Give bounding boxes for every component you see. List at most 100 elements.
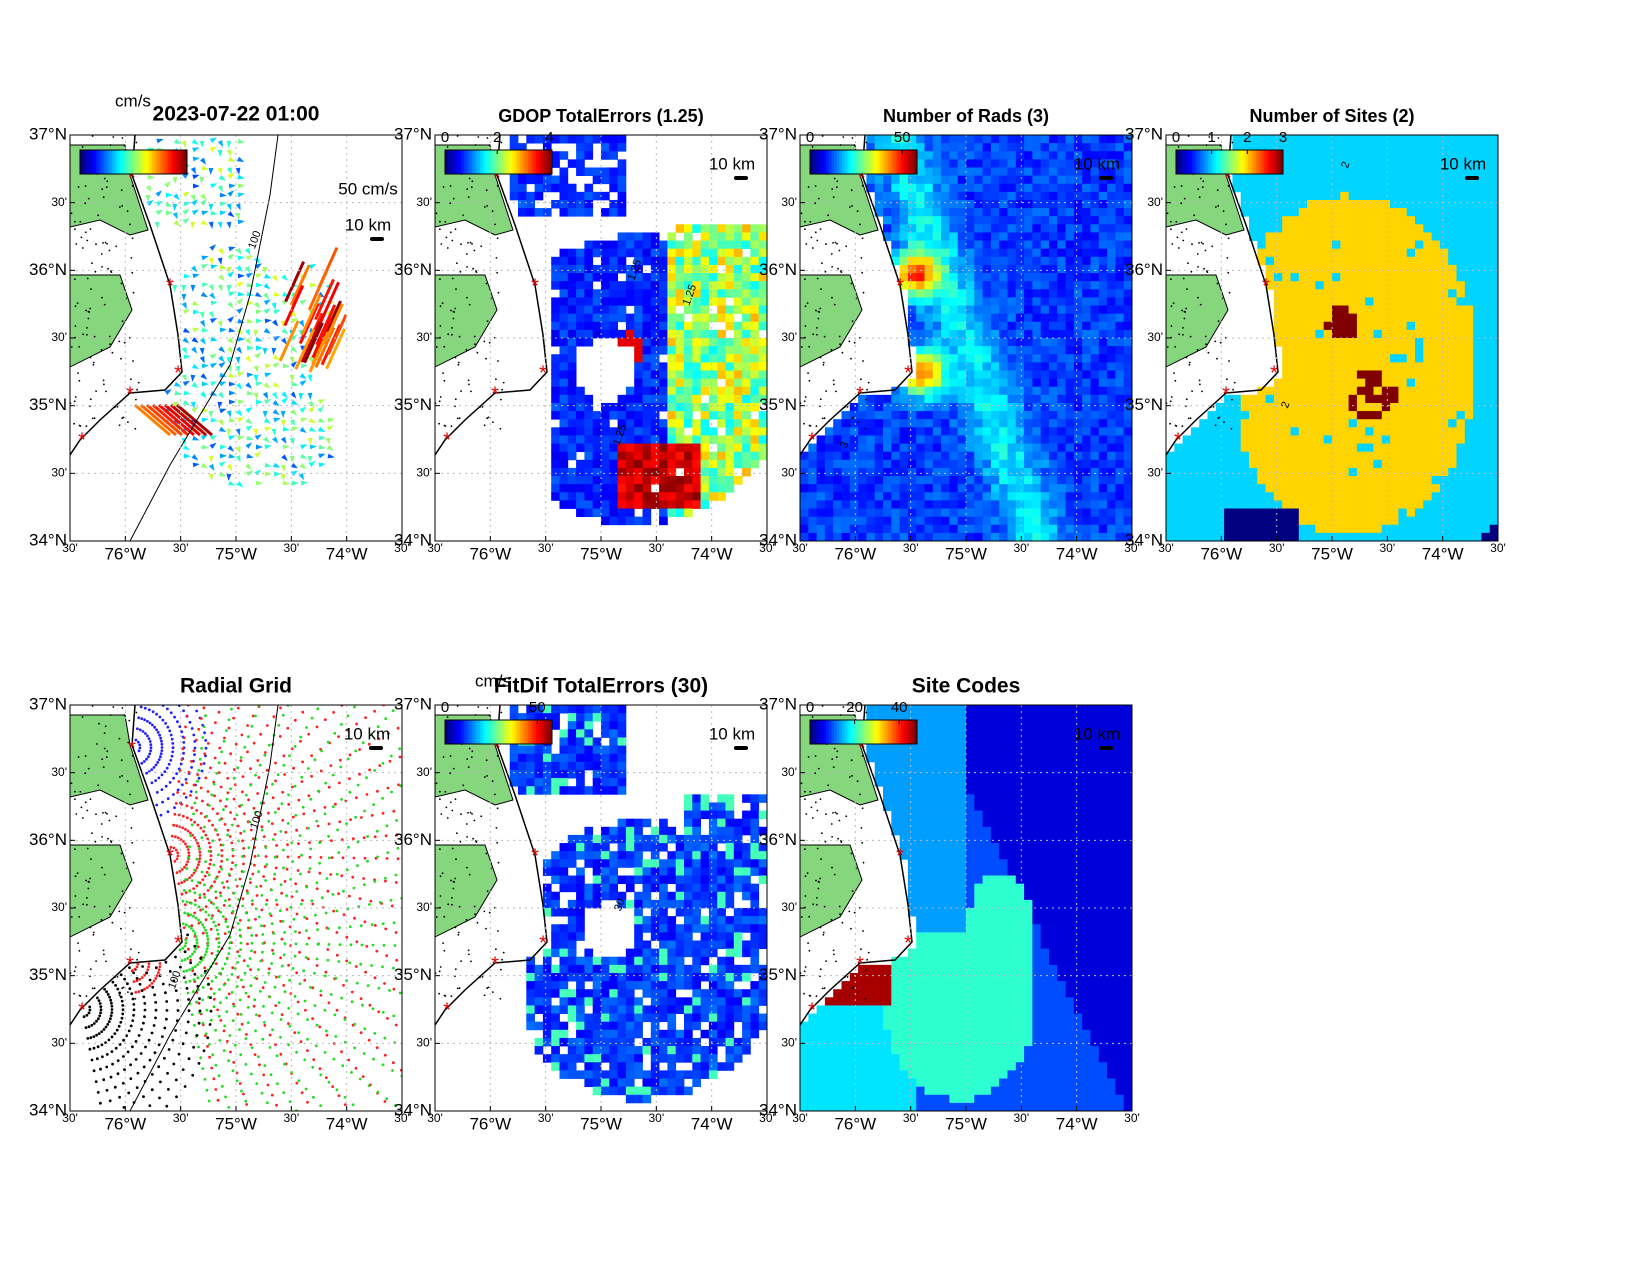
field-cell xyxy=(1415,427,1424,436)
field-cell xyxy=(1323,248,1333,258)
field-cell xyxy=(1431,427,1441,436)
field-cell xyxy=(1348,492,1358,501)
field-cell xyxy=(1298,281,1308,290)
field-cell xyxy=(1057,419,1066,428)
field-cell xyxy=(1057,378,1066,388)
field-cell xyxy=(1123,508,1132,518)
current-vector xyxy=(226,140,232,148)
field-cell xyxy=(1082,208,1091,217)
field-cell xyxy=(924,443,934,453)
current-vector xyxy=(217,247,224,255)
coast-detail xyxy=(502,381,505,384)
field-cell xyxy=(1090,305,1100,315)
field-cell xyxy=(1265,459,1275,469)
field-cell xyxy=(907,524,917,534)
current-vector xyxy=(191,199,199,206)
field-cell xyxy=(1015,524,1025,534)
field-cell xyxy=(1207,476,1217,485)
field-cell xyxy=(1315,321,1325,331)
colorbar-segment xyxy=(543,150,548,174)
field-cell xyxy=(1415,370,1424,379)
current-vector xyxy=(172,176,178,184)
coast-detail xyxy=(443,345,446,348)
field-cell xyxy=(1032,199,1042,209)
field-cell xyxy=(1373,411,1383,420)
field-cell xyxy=(1257,451,1266,461)
field-cell xyxy=(1199,532,1208,541)
field-cell xyxy=(1290,411,1300,420)
field-cell xyxy=(1290,532,1300,541)
field-cell xyxy=(1115,532,1125,541)
field-cell xyxy=(1123,524,1132,534)
field-cell xyxy=(1439,143,1449,152)
field-cell xyxy=(916,532,925,541)
field-cell xyxy=(982,256,992,266)
field-cell xyxy=(742,264,751,274)
field-cell xyxy=(584,183,594,193)
field-cell xyxy=(1015,427,1025,436)
field-cell xyxy=(659,492,668,501)
field-cell xyxy=(883,532,892,541)
colorbar-segment xyxy=(447,150,451,174)
field-cell xyxy=(1065,435,1075,444)
field-cell xyxy=(1174,476,1183,485)
field-cell xyxy=(1406,313,1416,323)
x-tick-label: 30' xyxy=(394,541,410,555)
coast-detail xyxy=(472,267,474,270)
field-cell xyxy=(1332,394,1341,404)
field-cell xyxy=(1224,419,1233,428)
y-tick-label: 37°N xyxy=(29,124,67,143)
field-cell xyxy=(1315,281,1325,290)
field-cell xyxy=(1040,313,1050,323)
field-cell xyxy=(916,394,925,404)
field-cell xyxy=(1340,143,1349,152)
field-cell xyxy=(957,500,967,509)
field-cell xyxy=(1298,208,1308,217)
field-cell xyxy=(1065,378,1075,388)
current-vector xyxy=(246,390,254,396)
field-cell xyxy=(1240,476,1250,485)
field-cell xyxy=(1065,476,1075,485)
field-cell xyxy=(891,191,900,201)
field-cell xyxy=(717,346,726,355)
current-vector xyxy=(228,480,236,486)
field-cell xyxy=(1406,484,1416,493)
field-cell xyxy=(1257,248,1266,258)
field-cell xyxy=(1032,167,1042,176)
field-cell xyxy=(584,191,594,201)
coast-detail xyxy=(486,320,489,323)
field-cell xyxy=(1398,248,1408,258)
field-cell xyxy=(700,264,710,274)
field-cell xyxy=(1332,386,1341,396)
field-cell xyxy=(617,248,627,258)
field-cell xyxy=(1007,476,1017,485)
current-vector xyxy=(299,299,308,306)
coast-detail xyxy=(860,378,862,381)
field-cell xyxy=(625,443,635,453)
field-cell xyxy=(659,264,668,274)
field-cell xyxy=(551,321,560,331)
field-cell xyxy=(891,199,900,209)
field-cell xyxy=(1240,427,1250,436)
field-cell xyxy=(1257,467,1266,477)
field-cell xyxy=(1115,313,1125,323)
current-vector xyxy=(200,434,209,441)
field-cell xyxy=(849,451,859,461)
current-vector xyxy=(255,318,263,324)
field-cell xyxy=(974,183,983,193)
field-cell xyxy=(700,354,710,363)
field-cell xyxy=(982,467,992,477)
field-cell xyxy=(999,297,1008,306)
field-cell xyxy=(1007,305,1017,315)
field-cell xyxy=(982,443,992,453)
field-cell xyxy=(1423,532,1432,541)
field-cell xyxy=(592,443,602,453)
field-cell xyxy=(1398,338,1408,347)
coast-detail xyxy=(109,144,112,146)
coast-detail xyxy=(821,417,824,420)
coast-detail xyxy=(87,197,90,200)
field-cell xyxy=(1298,216,1308,225)
field-cell xyxy=(1356,175,1366,185)
x-tick-label: 30' xyxy=(759,541,775,555)
field-cell xyxy=(717,354,726,363)
